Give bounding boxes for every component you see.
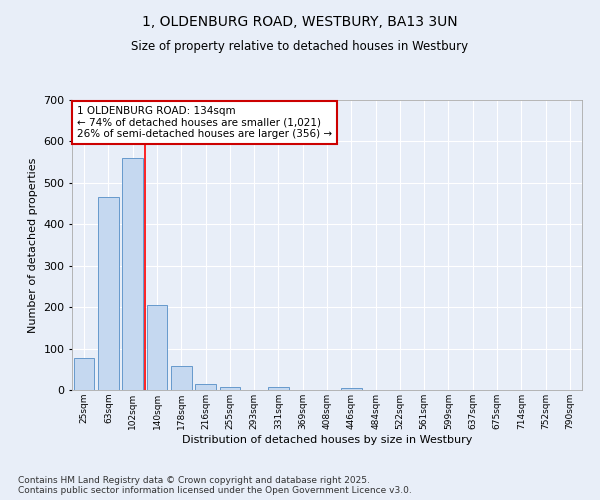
Bar (220, 387, 240, 390)
Bar (171, 366, 191, 390)
Bar (341, 388, 362, 390)
Y-axis label: Number of detached properties: Number of detached properties (28, 158, 38, 332)
Text: Size of property relative to detached houses in Westbury: Size of property relative to detached ho… (131, 40, 469, 53)
Bar (268, 387, 289, 390)
Text: 1 OLDENBURG ROAD: 134sqm
← 74% of detached houses are smaller (1,021)
26% of sem: 1 OLDENBURG ROAD: 134sqm ← 74% of detach… (77, 106, 332, 139)
Bar (195, 384, 216, 390)
Bar (146, 304, 167, 390)
Text: Contains HM Land Registry data © Crown copyright and database right 2025.
Contai: Contains HM Land Registry data © Crown c… (18, 476, 412, 495)
Text: 1, OLDENBURG ROAD, WESTBURY, BA13 3UN: 1, OLDENBURG ROAD, WESTBURY, BA13 3UN (142, 15, 458, 29)
X-axis label: Distribution of detached houses by size in Westbury: Distribution of detached houses by size … (182, 434, 472, 444)
Bar (122, 158, 143, 390)
Bar (74, 358, 94, 390)
Bar (98, 196, 119, 390)
